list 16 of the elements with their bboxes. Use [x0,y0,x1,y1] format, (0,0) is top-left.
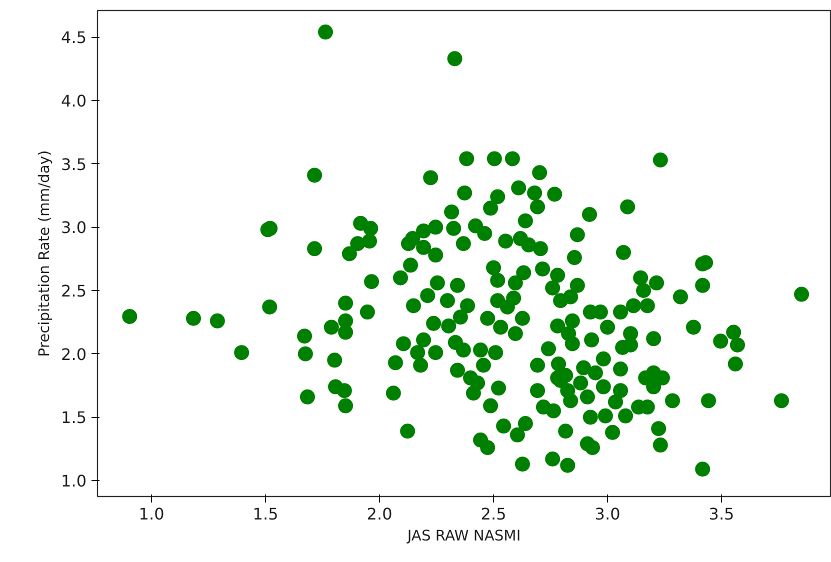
x-tick-label: 2.0 [366,504,392,524]
x-tick-label: 3.0 [594,504,620,524]
y-axis-title: Precipitation Rate (mm/day) [36,150,54,357]
x-axis-title: JAS RAW NASMI [406,528,521,544]
x-tick-label: 1.0 [138,504,164,524]
y-tick-label: 1.0 [61,472,87,491]
x-tick-label: 2.5 [480,504,506,524]
y-tick-label: 2.5 [61,281,87,300]
x-tick-label: 3.5 [708,504,734,524]
y-tick-label: 3.5 [61,154,87,174]
y-tick-label: 1.5 [61,408,87,428]
y-tick-label: 2.0 [61,344,87,364]
y-tick-label: 4.5 [61,28,87,48]
y-tick-label: 4.0 [61,91,87,110]
y-tick-label: 3.0 [61,218,87,238]
x-tick-label: 1.5 [252,504,278,524]
